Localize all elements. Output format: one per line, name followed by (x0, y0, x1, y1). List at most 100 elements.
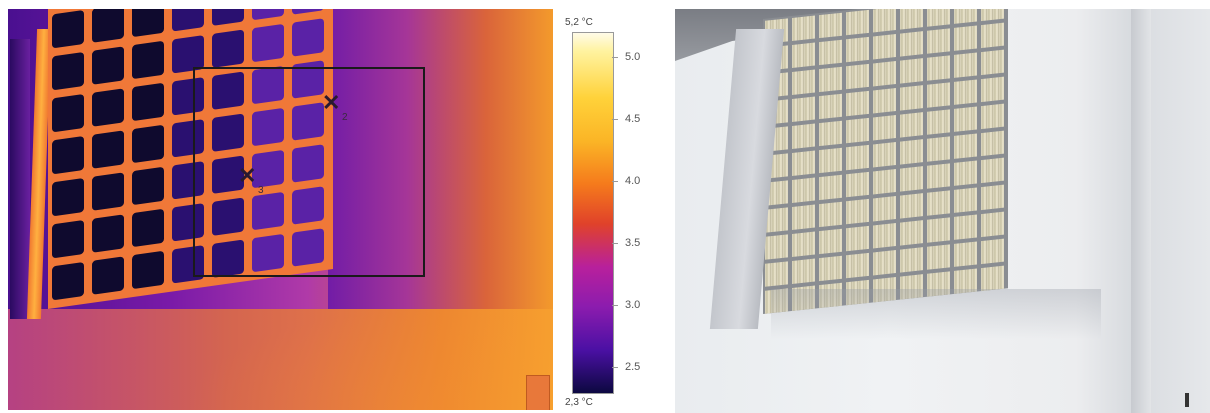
photo-glass-block (981, 9, 1004, 22)
photo-glass-block (927, 217, 950, 243)
photo-glass-block (927, 163, 950, 189)
thermal-glass-block (132, 40, 164, 80)
photo-glass-block (846, 225, 869, 252)
photo-glass-block (900, 166, 923, 192)
photo-glass-block (846, 117, 869, 144)
photo-glass-block (981, 103, 1004, 130)
photo-glass-block (954, 52, 977, 78)
photo-glass-block (954, 79, 977, 105)
thermal-glass-block (132, 166, 164, 206)
photo-glass-block (846, 198, 869, 225)
photo-glass-block (873, 61, 896, 87)
photo-glass-block (927, 109, 950, 135)
scale-tick-label: 5.0 (625, 50, 641, 63)
photo-corner-mark (1185, 393, 1189, 407)
photo-glass-block (792, 231, 815, 257)
photo-glass-block (927, 55, 950, 81)
photo-glass-block (819, 255, 842, 282)
thermal-glass-block (52, 51, 84, 91)
thermal-glass-block (92, 9, 124, 43)
photo-glass-block (873, 9, 896, 33)
photo-glass-block (819, 147, 842, 174)
thermal-glass-block (292, 9, 324, 15)
scale-tick-label: 4.0 (625, 174, 641, 187)
photo-glass-block (900, 58, 923, 84)
measurement-label-2: 2 (342, 112, 348, 123)
thermal-glass-block (212, 9, 244, 26)
photo-glass-block (792, 150, 815, 176)
region-of-interest-box (193, 67, 425, 277)
scale-tick (612, 367, 618, 369)
photo-wall-corner (1131, 9, 1151, 413)
photo-glass-block (873, 142, 896, 168)
photo-glass-block (954, 25, 977, 51)
photo-glass-block (765, 207, 788, 233)
photo-glass-block (981, 22, 1004, 49)
visual-photo (675, 9, 1210, 413)
photo-glass-block (792, 204, 815, 230)
photo-glass-block (819, 201, 842, 228)
photo-glass-block (900, 139, 923, 165)
photo-glass-block (900, 9, 923, 30)
photo-glass-block (846, 63, 869, 90)
thermal-lower-wall (8, 309, 553, 410)
scale-tick (612, 56, 618, 58)
thermal-glass-block (52, 261, 84, 301)
thermal-corner-patch (526, 375, 550, 410)
thermal-glass-block (252, 9, 284, 21)
photo-glass-block (873, 115, 896, 141)
photo-glass-block (981, 211, 1004, 238)
thermal-glass-block (52, 177, 84, 217)
scale-tick-label: 3.0 (625, 299, 641, 312)
scale-tick (612, 118, 618, 120)
scale-tick-label: 4.5 (625, 112, 641, 125)
thermal-glass-block (132, 124, 164, 164)
thermal-glass-block (52, 93, 84, 133)
photo-glass-block (846, 36, 869, 63)
photo-glass-block (846, 9, 869, 36)
thermal-glass-block (92, 172, 124, 211)
thermal-glass-block (252, 23, 284, 63)
photo-glass-block (900, 112, 923, 138)
photo-glass-block (792, 258, 815, 284)
photo-glass-block (819, 12, 842, 39)
photo-glass-block (900, 220, 923, 246)
photo-glass-block (846, 90, 869, 117)
thermal-glass-block (92, 214, 124, 253)
photo-glass-block (792, 123, 815, 149)
photo-glass-block (954, 106, 977, 132)
photo-glass-block (819, 228, 842, 255)
thermal-glass-block (92, 46, 124, 85)
thermal-glass-block (52, 9, 84, 49)
photo-sill-shadow (771, 289, 1101, 339)
photo-glass-block (846, 144, 869, 171)
photo-glass-block (954, 160, 977, 186)
photo-glass-block (792, 69, 815, 95)
photo-glass-block (927, 82, 950, 108)
thermal-glass-block (292, 18, 324, 57)
thermal-right-wall (328, 9, 553, 309)
photo-glass-block (873, 169, 896, 195)
photo-glass-block (981, 238, 1004, 265)
photo-glass-block (792, 177, 815, 203)
thermal-glass-block (92, 256, 124, 295)
photo-glass-block (954, 214, 977, 240)
photo-glass-block (846, 252, 869, 279)
photo-glass-block (873, 88, 896, 114)
photo-glass-block (900, 85, 923, 111)
photo-glass-block (792, 15, 815, 41)
photo-glass-block (900, 193, 923, 219)
photo-glass-block (900, 247, 923, 273)
thermal-glass-block (132, 208, 164, 248)
thermal-glass-block (132, 9, 164, 38)
thermal-glass-block (212, 29, 244, 68)
photo-glass-block (873, 34, 896, 60)
photo-glass-block (792, 42, 815, 68)
photo-glass-block (954, 241, 977, 267)
photo-glass-block (900, 31, 923, 57)
photo-glass-block-window (763, 9, 1008, 315)
photo-glass-block (819, 120, 842, 147)
scale-min-label: 2,3 °C (565, 397, 593, 408)
photo-glass-block (765, 234, 788, 260)
photo-glass-block (765, 261, 788, 287)
